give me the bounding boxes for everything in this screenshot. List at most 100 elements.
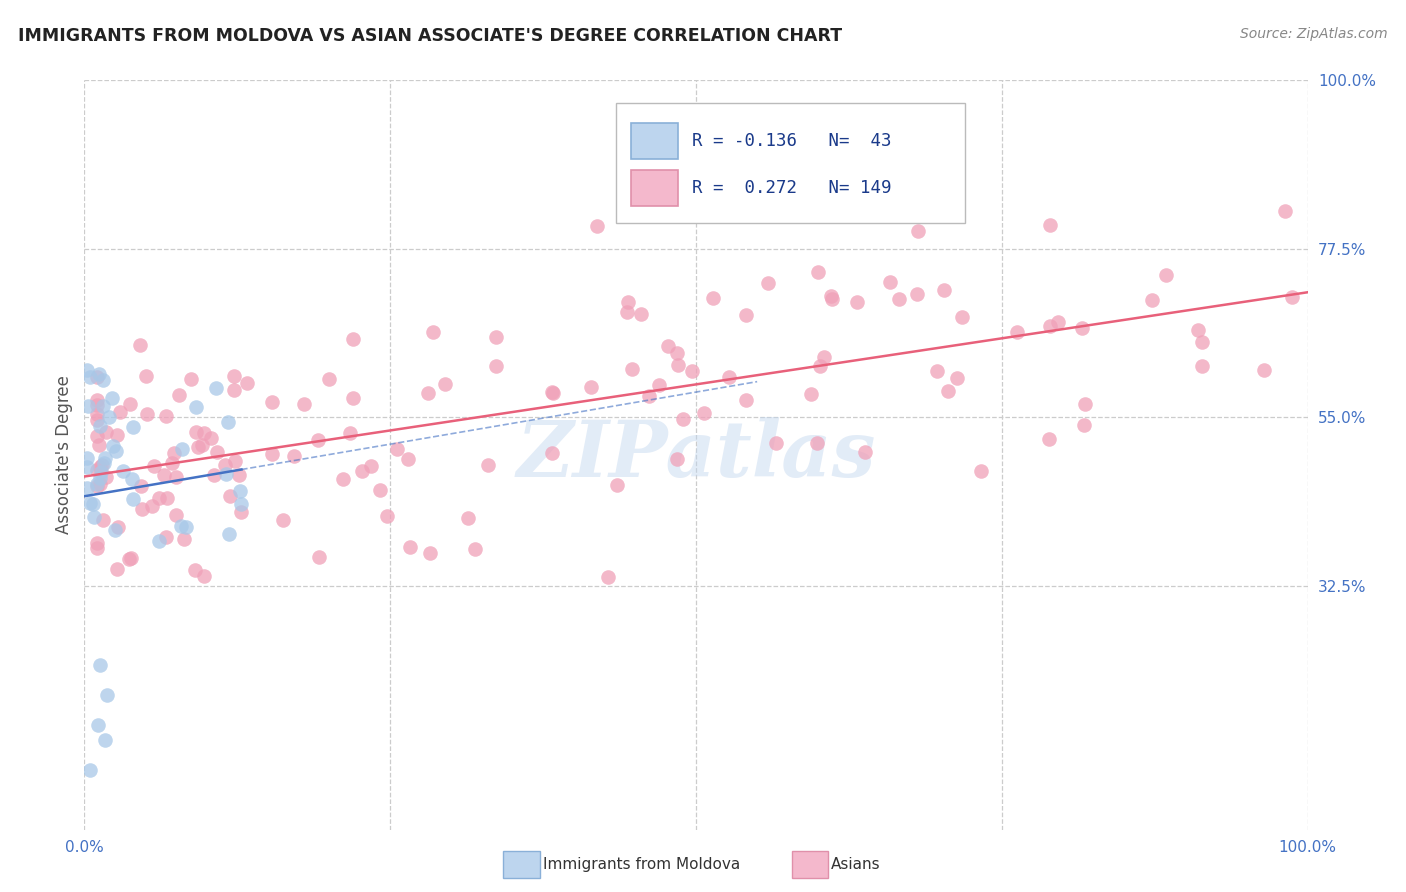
Point: [93, 732, 115, 747]
Point: [167, 387, 190, 401]
Point: [120, 551, 142, 566]
Point: [368, 483, 391, 498]
Point: [200, 431, 222, 445]
Point: [950, 310, 973, 324]
Point: [155, 409, 177, 424]
Point: [887, 293, 910, 307]
Point: [1154, 268, 1177, 282]
Point: [76, 363, 98, 377]
Point: [204, 380, 226, 394]
Point: [131, 502, 153, 516]
Point: [152, 468, 174, 483]
Point: [308, 550, 330, 565]
Point: [93, 450, 115, 465]
Point: [1005, 325, 1028, 339]
Point: [1253, 363, 1275, 377]
Point: [91, 513, 114, 527]
Point: [86, 370, 108, 384]
Point: [231, 505, 253, 519]
Point: [307, 434, 329, 448]
Point: [86, 398, 108, 412]
Point: [155, 491, 177, 505]
Point: [581, 380, 603, 394]
Point: [1191, 334, 1213, 349]
Point: [735, 392, 758, 407]
Point: [672, 412, 695, 426]
Point: [217, 415, 239, 429]
Point: [76, 460, 98, 475]
Point: [616, 295, 638, 310]
Point: [83, 510, 105, 524]
Point: [1038, 432, 1060, 446]
Point: [1047, 315, 1070, 329]
Point: [136, 407, 159, 421]
Point: [143, 458, 166, 473]
Point: [105, 444, 128, 458]
Point: [121, 472, 143, 486]
Point: [86, 717, 108, 731]
Point: [666, 358, 689, 372]
Point: [318, 372, 340, 386]
Point: [419, 546, 441, 560]
Point: [813, 351, 835, 365]
Point: [853, 445, 876, 459]
Point: [89, 477, 111, 491]
Point: [377, 509, 399, 524]
Point: [86, 541, 108, 555]
Point: [271, 512, 294, 526]
Point: [693, 407, 716, 421]
Point: [89, 460, 111, 475]
Point: [186, 440, 208, 454]
Point: [262, 394, 284, 409]
Point: [630, 307, 652, 321]
Point: [82, 497, 104, 511]
Point: [172, 442, 194, 456]
Point: [222, 369, 245, 384]
Point: [219, 489, 242, 503]
Point: [186, 425, 208, 439]
Point: [434, 376, 457, 391]
Point: [112, 464, 135, 478]
Point: [665, 452, 688, 467]
Point: [1074, 397, 1097, 411]
Point: [360, 458, 382, 473]
Point: [202, 467, 225, 482]
Point: [540, 446, 562, 460]
Point: [93, 456, 115, 470]
Point: [107, 520, 129, 534]
Point: [193, 569, 215, 583]
Point: [129, 479, 152, 493]
Point: [76, 399, 98, 413]
Point: [110, 405, 132, 419]
Point: [89, 367, 111, 381]
Point: [91, 374, 114, 388]
Point: [422, 326, 444, 340]
Point: [385, 442, 408, 456]
Point: [342, 392, 364, 406]
Point: [1281, 290, 1303, 304]
Point: [806, 435, 828, 450]
Point: [129, 338, 152, 352]
Point: [970, 464, 993, 478]
Point: [190, 438, 212, 452]
Point: [89, 418, 111, 433]
Point: [86, 463, 108, 477]
Point: [122, 491, 145, 506]
Point: [90, 458, 112, 472]
Bar: [631, 123, 678, 159]
Point: [170, 519, 193, 533]
Point: [96, 688, 118, 702]
Text: Source: ZipAtlas.com: Source: ZipAtlas.com: [1240, 27, 1388, 41]
Point: [1140, 293, 1163, 307]
Point: [1274, 203, 1296, 218]
Point: [103, 523, 125, 537]
Point: [586, 219, 609, 233]
Point: [485, 329, 508, 343]
Point: [945, 370, 967, 384]
Point: [820, 289, 842, 303]
FancyBboxPatch shape: [616, 103, 965, 223]
Point: [222, 383, 245, 397]
Point: [207, 445, 229, 459]
Point: [718, 370, 741, 384]
Point: [228, 467, 250, 482]
